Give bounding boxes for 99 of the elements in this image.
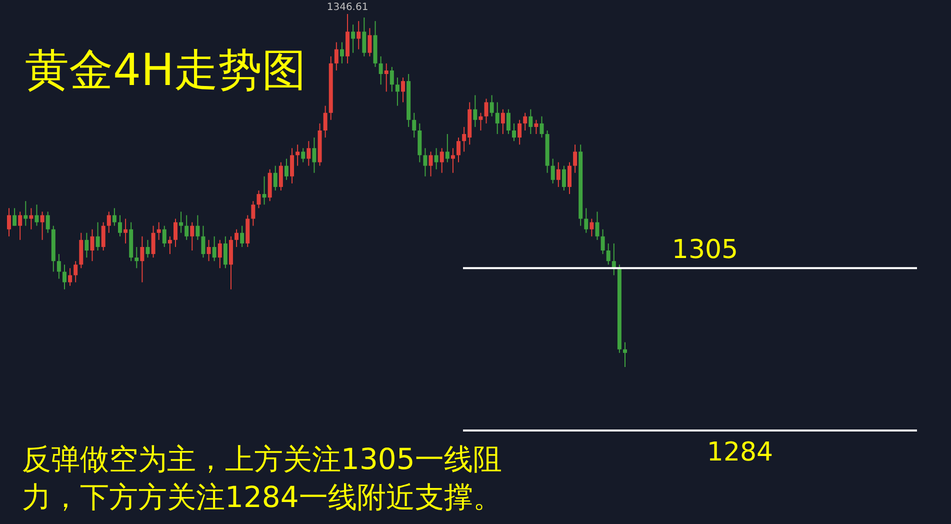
candlestick — [390, 66, 394, 92]
candlestick — [96, 222, 100, 252]
candlestick — [62, 264, 66, 290]
candlestick — [206, 239, 211, 262]
candlestick — [445, 134, 450, 163]
candlestick — [151, 225, 156, 258]
candlestick — [506, 108, 510, 135]
candlestick — [106, 211, 111, 234]
candlestick — [84, 232, 89, 258]
candlestick — [550, 158, 555, 184]
candlestick — [162, 225, 166, 248]
candlestick — [56, 254, 61, 280]
candlestick — [156, 222, 161, 240]
candlestick — [179, 211, 184, 234]
candlestick — [240, 225, 244, 248]
candlestick — [12, 208, 17, 226]
candlestick — [568, 162, 572, 195]
candlestick — [473, 94, 478, 128]
candlestick — [190, 222, 194, 252]
candlestick — [146, 239, 150, 258]
candlestick — [223, 236, 228, 269]
candlestick — [173, 218, 178, 248]
text: 1346.61 — [326, 2, 368, 13]
candlestick — [434, 148, 438, 170]
candlestick — [134, 246, 139, 269]
candlestick — [351, 24, 356, 54]
candlestick — [584, 208, 588, 234]
candlestick — [623, 342, 627, 368]
candlestick — [340, 42, 344, 64]
text: 1284 — [706, 438, 774, 468]
candlestick — [523, 112, 528, 131]
candlestick — [556, 162, 560, 188]
candlestick — [401, 77, 406, 103]
candlestick — [301, 148, 306, 163]
candlestick — [512, 122, 516, 142]
candlestick — [46, 211, 50, 234]
candlestick — [201, 225, 206, 258]
candlestick — [140, 236, 144, 283]
candlestick — [528, 108, 533, 135]
candlestick — [412, 112, 416, 138]
candlestick — [212, 236, 216, 262]
candlestick — [306, 140, 311, 166]
candlestick — [334, 42, 338, 71]
candlestick — [262, 176, 266, 206]
candlestick — [378, 56, 383, 86]
candlestick — [18, 211, 22, 240]
candlestick — [40, 211, 44, 240]
candlestick — [428, 151, 433, 177]
candlestick — [495, 102, 500, 135]
candlestick — [600, 228, 605, 255]
candlestick — [118, 214, 122, 237]
text: 1305 — [672, 235, 738, 266]
candlestick — [384, 62, 388, 92]
candlestick — [500, 108, 505, 135]
candlestick — [456, 137, 461, 163]
candlestick — [34, 204, 39, 226]
candlestick — [256, 190, 261, 209]
candlestick — [90, 228, 94, 262]
candlestick — [595, 211, 600, 240]
candlestick — [323, 105, 328, 138]
candlestick — [368, 28, 372, 57]
candlestick — [7, 208, 11, 237]
candlestick — [184, 214, 189, 240]
candlestick — [490, 94, 494, 117]
candlestick — [296, 144, 300, 166]
candlestick — [518, 119, 522, 146]
candlestick — [484, 98, 488, 124]
candlestick — [168, 236, 172, 255]
text: 反弹做空为主，上方关注1305一线阻力，下方方关注1284一线附近支撑。 — [22, 442, 502, 514]
candlestick — [606, 242, 610, 266]
text: 黄金4H走势图 — [25, 45, 306, 96]
candlestick — [29, 208, 34, 230]
candlestick — [218, 239, 222, 269]
candlestick — [423, 148, 428, 177]
candlestick — [540, 116, 544, 138]
candlestick — [68, 268, 72, 286]
candlestick — [395, 77, 400, 106]
candlestick — [24, 200, 28, 226]
candlestick — [440, 148, 444, 174]
candlestick — [290, 148, 294, 184]
candlestick — [450, 148, 455, 174]
candlestick — [112, 208, 116, 226]
candlestick — [124, 218, 128, 244]
candlestick — [356, 20, 361, 50]
candlestick — [74, 260, 78, 283]
candlestick — [251, 200, 256, 226]
candlestick — [362, 17, 366, 57]
candlestick — [196, 214, 200, 240]
candlestick — [562, 165, 566, 191]
candlestick — [590, 218, 594, 237]
candlestick — [284, 158, 288, 180]
candlestick — [478, 112, 483, 131]
candlestick — [312, 137, 316, 174]
candlestick — [534, 119, 538, 135]
candlestick — [101, 222, 106, 252]
candlestick — [573, 144, 578, 174]
candlestick — [234, 228, 239, 248]
candlestick — [278, 162, 283, 191]
candlestick — [273, 165, 278, 191]
